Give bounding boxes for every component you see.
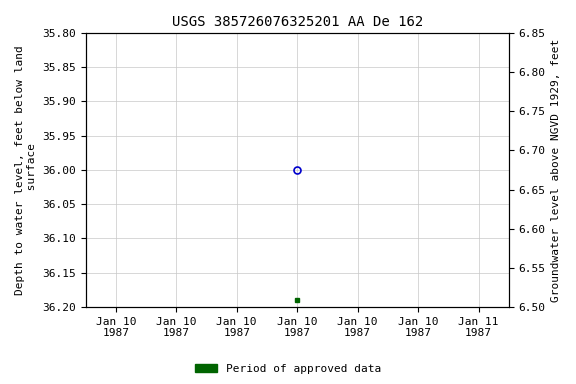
- Y-axis label: Depth to water level, feet below land
 surface: Depth to water level, feet below land su…: [15, 45, 37, 295]
- Y-axis label: Groundwater level above NGVD 1929, feet: Groundwater level above NGVD 1929, feet: [551, 38, 561, 301]
- Legend: Period of approved data: Period of approved data: [191, 359, 385, 379]
- Title: USGS 385726076325201 AA De 162: USGS 385726076325201 AA De 162: [172, 15, 423, 29]
